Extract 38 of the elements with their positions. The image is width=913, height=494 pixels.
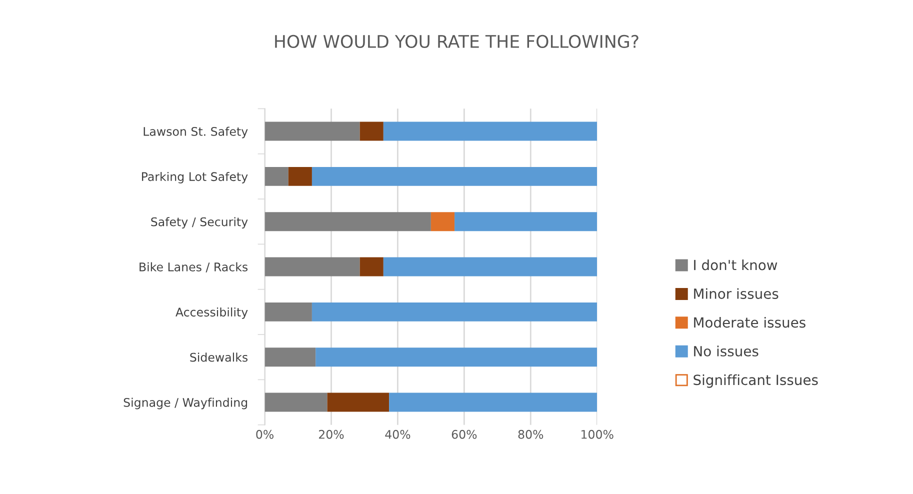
bar <box>327 392 390 412</box>
bar <box>264 392 328 412</box>
bar <box>264 212 431 232</box>
bar <box>454 212 598 232</box>
legend-label: No issues <box>694 346 758 356</box>
legend-label: Minor issues <box>694 288 778 299</box>
bar <box>264 166 288 186</box>
bar <box>360 122 384 141</box>
bar <box>316 348 598 367</box>
bar <box>430 212 455 232</box>
y-tick-label: Signage / Wayfinding <box>124 398 248 410</box>
bar <box>383 122 598 141</box>
y-tick-label: Parking Lot Safety <box>142 172 248 184</box>
x-tick-label: 80% <box>518 430 544 439</box>
bar <box>389 392 598 412</box>
bar <box>312 166 598 186</box>
bar <box>288 166 312 186</box>
y-tick-label: Accessibility <box>176 307 248 319</box>
y-tick-label: Lawson St. Safety <box>144 126 248 138</box>
bar <box>264 302 312 322</box>
bar <box>383 257 598 276</box>
x-tick-label: 20% <box>318 430 344 439</box>
y-tick-label: Safety / Security <box>151 217 248 229</box>
bar <box>264 122 360 141</box>
bar <box>264 257 360 276</box>
x-tick-label: 100% <box>582 430 614 439</box>
x-tick-label: 60% <box>452 430 477 439</box>
legend-label: Moderate issues <box>694 316 806 328</box>
x-tick-label: 0% <box>256 430 274 439</box>
bar <box>312 302 598 322</box>
x-tick-label: 40% <box>385 430 410 439</box>
legend-label: Signifficant Issues <box>694 374 818 388</box>
chart-title: HOW WOULD YOU RATE THE FOLLOWING? <box>275 34 638 48</box>
bar <box>264 348 316 367</box>
legend-label: I don't know <box>694 260 778 270</box>
y-tick-label: Sidewalks <box>190 352 248 362</box>
bar <box>360 257 384 276</box>
y-tick-label: Bike Lanes / Racks <box>140 262 248 272</box>
